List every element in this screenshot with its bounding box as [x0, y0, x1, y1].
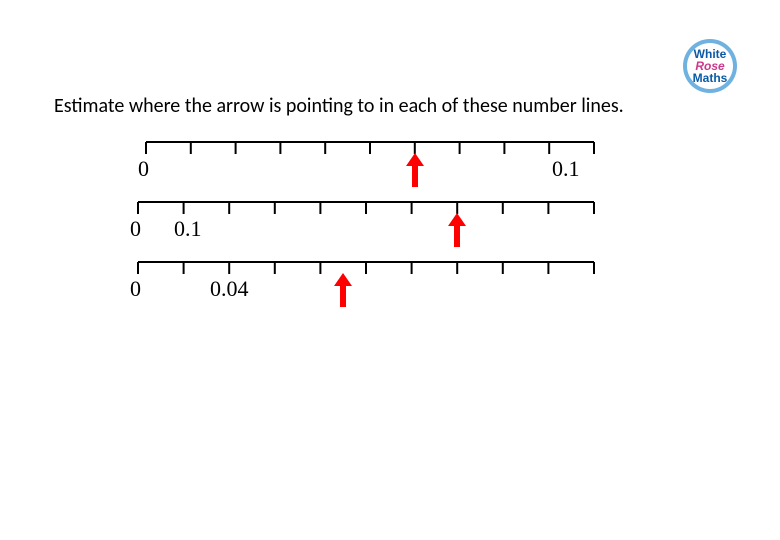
axis-label: 0: [138, 156, 149, 182]
axis-label: 0.1: [174, 216, 202, 242]
axis-label: 0.04: [210, 276, 249, 302]
pointer-arrow: [334, 273, 352, 307]
svg-text:Maths: Maths: [693, 71, 728, 85]
axis-label: 0: [130, 216, 141, 242]
pointer-arrow: [448, 213, 466, 247]
number-lines: 00.1 00.1 00.04: [144, 138, 620, 318]
number-line-3: 00.04: [136, 258, 620, 310]
axis-label: 0: [130, 276, 141, 302]
number-line-1: 00.1: [144, 138, 620, 190]
question-text: Estimate where the arrow is pointing to …: [54, 94, 624, 118]
number-line-2: 00.1: [136, 198, 620, 250]
pointer-arrow: [406, 153, 424, 187]
axis-label: 0.1: [552, 156, 580, 182]
brand-logo: White Rose Maths: [682, 38, 738, 94]
